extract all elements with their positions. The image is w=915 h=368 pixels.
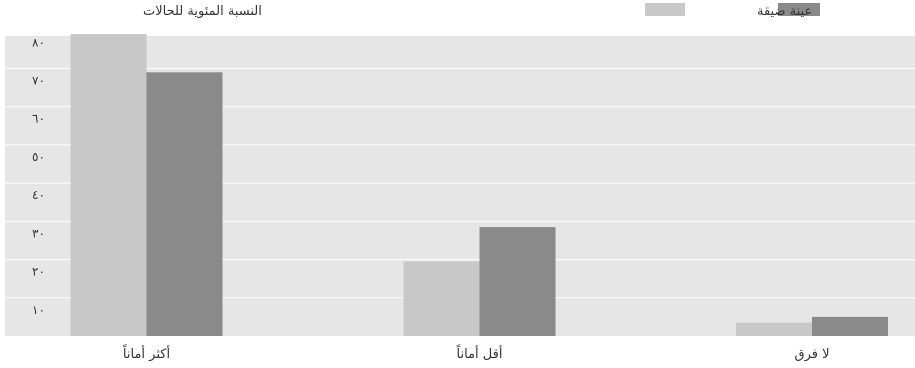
y-tick-label: ٥٠: [32, 150, 45, 164]
y-axis-ticks: ١٠ ٢٠ ٣٠ ٤٠ ٥٠ ٦٠ ٧٠ ٨٠: [32, 35, 45, 317]
y-tick-label: ٨٠: [32, 35, 45, 49]
y-tick-label: ٤٠: [32, 188, 45, 202]
x-tick-label: أقل أماناً: [456, 344, 502, 362]
x-tick-label: أكثر أماناً: [122, 344, 170, 362]
y-tick-label: ٣٠: [32, 226, 45, 240]
x-tick-label: لا فرق: [794, 347, 829, 362]
bar-eastern-equatoria-2: [812, 316, 888, 336]
legend-swatch-0: [645, 3, 685, 16]
bar-narrow-sample-1: [403, 261, 480, 336]
x-axis-labels: أكثر أماناً أقل أماناً لا فرق: [122, 344, 829, 362]
y-axis-title: النسبة المئوية للحالات: [143, 4, 262, 19]
bar-narrow-sample-0: [70, 34, 147, 336]
y-tick-label: ٧٠: [32, 73, 45, 87]
y-tick-label: ٢٠: [32, 265, 45, 279]
bars: [70, 34, 888, 337]
bar-eastern-equatoria-0: [146, 72, 223, 337]
y-tick-label: ٦٠: [32, 112, 45, 126]
legend-swatch-1: [778, 3, 820, 16]
bar-narrow-sample-2: [736, 322, 812, 336]
legend-label-0: عينة ضيقة: [757, 4, 812, 19]
bar-eastern-equatoria-1: [479, 227, 556, 336]
y-tick-label: ١٠: [32, 303, 45, 317]
legend: شرق الاستوائيةعينة ضيقة: [645, 3, 820, 19]
